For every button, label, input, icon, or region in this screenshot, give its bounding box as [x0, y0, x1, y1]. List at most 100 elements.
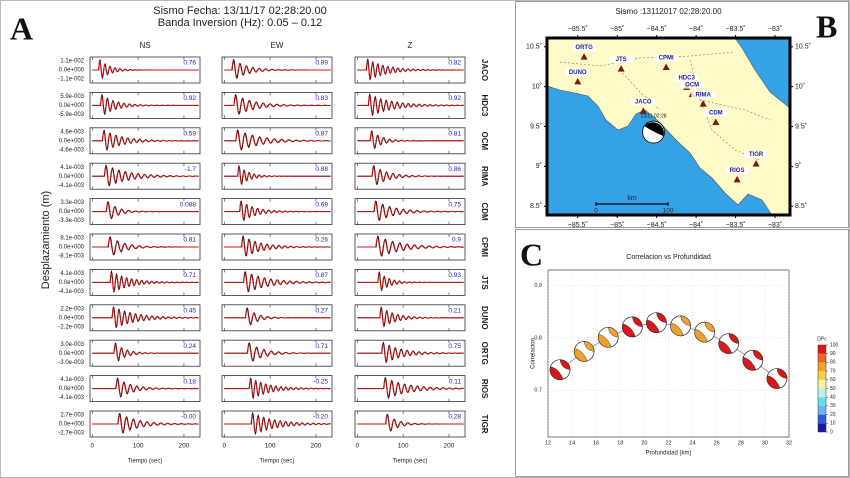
colorbar-tick-label: 20: [830, 412, 836, 418]
y-tick-label: 0.7: [534, 387, 542, 393]
amplitude-label: -8.1e-003: [58, 254, 84, 260]
station-label-bg: [654, 54, 679, 62]
station-marker: [699, 100, 707, 107]
correlation-label: -0.20: [313, 414, 328, 421]
station-name: RIOS: [730, 168, 745, 174]
station-label-bg: [631, 98, 656, 106]
lon-label: −84˚: [689, 221, 703, 229]
amplitude-label: 0.0e+000: [59, 422, 85, 428]
correlation-label: 0.18: [183, 378, 196, 385]
waveform-synthetic: [224, 308, 331, 325]
lat-label: 9.5˚: [795, 122, 807, 130]
lat-label: 8.5˚: [530, 202, 542, 210]
station-label-bg: [691, 91, 716, 99]
station-name: ORTG: [575, 45, 593, 51]
correlation-label: 0.71: [315, 343, 328, 350]
waveform-synthetic: [357, 236, 464, 256]
y-tick-label: 0.8: [534, 335, 542, 341]
y-tick-label: 0.9: [534, 283, 542, 289]
amplitude-label: -3.0e-003: [58, 360, 84, 366]
x-axis-label: Profundidad (km): [645, 451, 691, 457]
correlation-label: 0.81: [448, 131, 461, 138]
lon-label: −85.5˚: [568, 25, 588, 33]
lon-label: −85˚: [610, 221, 624, 229]
station-label: DUNO: [480, 306, 489, 330]
colorbar-tick-label: 50: [830, 386, 836, 392]
x-tick-label: 0: [222, 443, 226, 450]
correlation-label: 0.76: [183, 60, 196, 67]
amplitude-label: 4.1e-003: [60, 377, 84, 383]
lon-label: −85˚: [610, 25, 624, 33]
colorbar-tick-label: 10: [830, 421, 836, 427]
lat-label: 10.5˚: [526, 43, 542, 51]
correlation-label: 0.87: [315, 272, 328, 279]
beachball: [742, 349, 764, 371]
amplitude-label: 0.0e+000: [59, 174, 85, 180]
scale-unit: km: [627, 195, 637, 202]
station-label-bg: [565, 68, 590, 76]
x-tick-label: 18: [617, 440, 623, 446]
waveform-synthetic: [224, 377, 331, 398]
amplitude-label: -1.1e-002: [58, 77, 84, 83]
colorbar-segment: [818, 414, 826, 424]
lat-label: 8.5˚: [795, 202, 807, 210]
station-marker: [639, 107, 647, 114]
station-label: ORTG: [480, 342, 489, 365]
lat-label: 9˚: [795, 162, 801, 170]
lon-label: −83˚: [768, 221, 782, 229]
amplitude-label: 0.0e+000: [59, 138, 85, 144]
x-tick-label: 12: [545, 440, 551, 446]
amplitude-label: 4.1e-003: [60, 271, 84, 277]
station-label: HDC3: [480, 95, 489, 117]
amplitude-label: 0.0e+000: [59, 386, 85, 392]
scale-tick-label: 100: [663, 208, 674, 215]
station-marker: [752, 159, 760, 167]
beachball: [718, 333, 740, 354]
beachball: [766, 368, 788, 389]
lon-label: −84.5˚: [647, 25, 667, 33]
correlation-label: 0.92: [183, 95, 196, 102]
scale-tick-label: 0: [594, 208, 598, 215]
amplitude-label: -2.7e-003: [58, 431, 84, 437]
amplitude-label: -4.1e-003: [58, 395, 84, 401]
correlation-label: 0.75: [448, 201, 461, 208]
station-marker: [617, 65, 625, 72]
x-tick-label: 14: [569, 440, 575, 446]
station-name: OCM: [685, 83, 699, 89]
beachball-fill: [598, 327, 619, 348]
colorbar-tick-label: 80: [830, 360, 836, 366]
map-panel: Sismo :13112017 02:28:20.00 −85.5˚ −85.5˚ −…: [526, 7, 811, 229]
colorbar-segment: [818, 362, 826, 372]
lon-label: −84.5˚: [647, 221, 667, 229]
y-axis-label: Correlacion: [531, 338, 537, 369]
station-marker: [712, 118, 720, 126]
colorbar-segment: [818, 371, 826, 380]
colorbar-tick-label: 100: [830, 342, 839, 348]
panel-letter: C: [520, 236, 543, 272]
correlation-label: 0.71: [183, 272, 196, 279]
correlation-label: 0.88: [315, 166, 328, 173]
x-axis-label: Tiempo (sec): [393, 459, 428, 465]
lon-label: −85.5˚: [568, 221, 588, 229]
waveform-synthetic: [92, 237, 199, 255]
x-tick-label: 100: [398, 443, 409, 450]
waveform-synthetic: [224, 130, 331, 150]
waveform-synthetic: [224, 272, 331, 292]
correlation-label: 0.83: [315, 95, 328, 102]
beachball-fill: [694, 321, 715, 343]
correlation-label: 0.81: [183, 237, 196, 244]
station-marker: [580, 53, 588, 60]
correlation-label: 0.87: [315, 131, 328, 138]
amplitude-label: 1.1e-002: [60, 59, 84, 65]
station-marker: [733, 175, 741, 183]
x-tick-label: 20: [641, 440, 647, 446]
waveform-synthetic: [92, 95, 199, 114]
station-name: CPMI: [659, 56, 674, 62]
colorbar-segment: [818, 405, 826, 415]
component-header: EW: [271, 41, 284, 50]
x-axis-label: Tiempo (sec): [128, 459, 163, 465]
beachball: [597, 326, 619, 348]
colorbar-tick-label: 70: [830, 368, 836, 374]
station-name: RIMA: [696, 92, 712, 98]
colorbar-tick-label: 0: [830, 429, 833, 435]
